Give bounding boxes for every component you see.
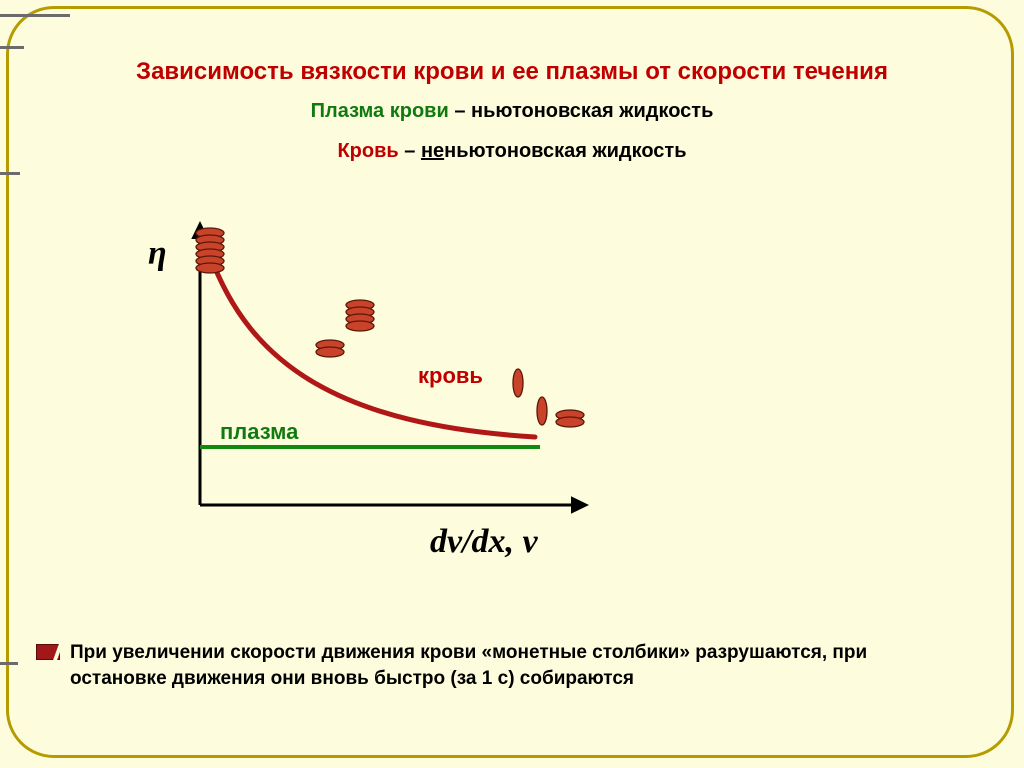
subtitle-blood: Кровь – неньютоновская жидкость	[0, 140, 1024, 163]
blood-curve-label: кровь	[418, 363, 483, 389]
footer-text: При увеличении скорости движения крови «…	[70, 640, 950, 691]
chart-svg	[140, 215, 660, 545]
viscosity-chart: η dv/dx, v плазма кровь	[140, 215, 660, 545]
bullet-icon	[36, 644, 60, 660]
plasma-curve-label: плазма	[220, 419, 298, 445]
slide-title: Зависимость вязкости крови и ее плазмы о…	[0, 58, 1024, 86]
subtitle-plasma: Плазма крови – ньютоновская жидкость	[0, 100, 1024, 123]
x-axis-label: dv/dx, v	[430, 523, 538, 561]
y-axis-label: η	[148, 235, 167, 273]
